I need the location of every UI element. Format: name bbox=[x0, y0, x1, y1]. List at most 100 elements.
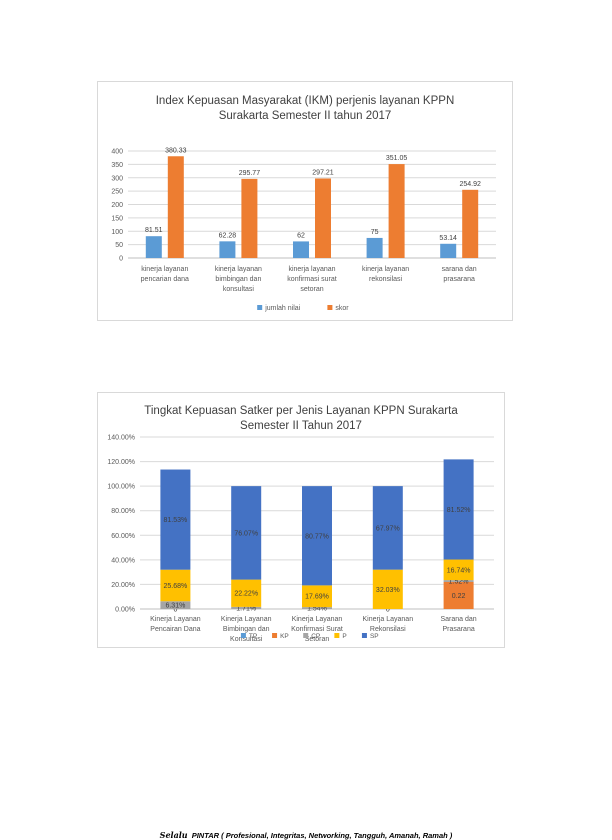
bar-SP bbox=[372, 486, 403, 570]
x-tick-label: Pencairan Dana bbox=[150, 626, 200, 633]
satker-chart-plot: 0.00% 20.00% 40.00% 60.00% 80.00% 100.00% 120.… bbox=[107, 435, 494, 643]
bar-CP bbox=[302, 607, 332, 609]
x-tick-label: Kinerja Layanan bbox=[150, 616, 201, 623]
x-tick-label: Kinerja Layanan bbox=[363, 616, 414, 623]
data-label: 81.53% bbox=[164, 517, 188, 524]
y-tick-label: 20.00% bbox=[111, 582, 135, 589]
x-tick-label: Setoran bbox=[305, 636, 330, 643]
x-tick-label: konfirmasi surat bbox=[287, 276, 336, 283]
legend-label: SP bbox=[370, 633, 379, 640]
y-tick-label: 150 bbox=[111, 215, 123, 222]
y-tick-label: 300 bbox=[111, 175, 123, 182]
data-label: 16.74% bbox=[447, 567, 471, 574]
y-tick-label: 60.00% bbox=[111, 533, 135, 540]
y-tick-label: 0 bbox=[119, 256, 123, 263]
data-label: 62 bbox=[297, 232, 305, 239]
data-label: 351.05 bbox=[386, 155, 408, 162]
ikm-chart-plot: 0 50 100 150 200 250 300 350 400 81.51 62.28 62 75 53… bbox=[111, 147, 496, 312]
data-label: 67.97% bbox=[376, 525, 400, 532]
data-label: 1.52% bbox=[449, 579, 469, 586]
y-tick-label: 120.00% bbox=[107, 459, 135, 466]
data-label: 32.03% bbox=[376, 587, 400, 594]
bar-skor bbox=[315, 178, 331, 258]
bar-SP bbox=[302, 486, 332, 586]
bar-CP bbox=[231, 606, 262, 609]
bar-CP bbox=[443, 580, 474, 582]
legend-label: TP bbox=[249, 633, 257, 640]
y-tick-label: 0.00% bbox=[115, 607, 135, 614]
x-tick-label: Konsultasi bbox=[230, 636, 263, 643]
bar-SP bbox=[231, 486, 262, 580]
x-tick-label: rekonsilasi bbox=[369, 276, 403, 283]
footer-motto: Selalu PINTAR ( Profesional, Integritas,… bbox=[0, 830, 612, 840]
bar-jumlah-nilai bbox=[219, 241, 236, 258]
legend-swatch bbox=[240, 633, 246, 638]
data-label: 6.31% bbox=[165, 603, 185, 610]
y-tick-label: 140.00% bbox=[107, 435, 135, 442]
bar-jumlah-nilai bbox=[440, 243, 457, 258]
x-tick-label: prasarana bbox=[443, 276, 475, 283]
x-tick-label: Rekonsilasi bbox=[370, 626, 406, 633]
data-label: 80.77% bbox=[305, 533, 329, 540]
y-tick-label: 100 bbox=[111, 229, 123, 236]
footer-text: PINTAR ( Profesional, Integritas, Networ… bbox=[191, 831, 453, 840]
x-tick-label: setoran bbox=[300, 286, 323, 293]
footer-brand: Selalu bbox=[159, 830, 188, 840]
x-tick-label: kinerja layanan bbox=[362, 266, 409, 273]
legend-label: jumlah nilai bbox=[264, 305, 300, 312]
bar-skor bbox=[167, 156, 184, 258]
x-tick-label: bimbingan dan bbox=[215, 276, 261, 283]
bar-P bbox=[160, 569, 191, 602]
data-label: 81.51 bbox=[145, 227, 163, 234]
data-label: 254.92 bbox=[459, 181, 481, 188]
data-label: 0 bbox=[173, 607, 177, 614]
satker-chart: Tingkat Kepuasan Satker per Jenis Layana… bbox=[97, 392, 505, 648]
legend-swatch bbox=[257, 305, 263, 310]
y-tick-label: 400 bbox=[111, 149, 123, 156]
legend-label: KP bbox=[280, 633, 289, 640]
data-label: 1.71% bbox=[236, 605, 256, 612]
bar-jumlah-nilai bbox=[366, 237, 383, 258]
data-label: 1.54% bbox=[307, 606, 327, 613]
legend-label: CP bbox=[311, 633, 320, 640]
legend-swatch bbox=[272, 633, 278, 638]
data-label: 25.68% bbox=[164, 583, 188, 590]
x-tick-label: Bimbingan dan bbox=[223, 626, 270, 633]
data-label: 295.77 bbox=[239, 170, 261, 177]
data-label: 0.22 bbox=[452, 593, 466, 600]
bar-jumlah-nilai bbox=[293, 241, 309, 258]
x-tick-label: konsultasi bbox=[223, 286, 255, 293]
bar-SP bbox=[443, 459, 474, 560]
satker-chart-title: Tingkat Kepuasan Satker per Jenis Layana… bbox=[144, 405, 458, 432]
x-tick-label: pencarian dana bbox=[141, 276, 189, 283]
data-label: 0 bbox=[386, 607, 390, 614]
legend-label: skor bbox=[335, 305, 349, 312]
ikm-chart: Index Kepuasan Masyarakat (IKM) perjenis… bbox=[97, 81, 513, 321]
bar-P bbox=[302, 585, 332, 608]
bar-skor bbox=[241, 178, 258, 258]
bar-P bbox=[443, 559, 474, 581]
y-tick-label: 40.00% bbox=[111, 557, 135, 564]
x-tick-label: kinerja layanan bbox=[141, 266, 188, 273]
data-label: 380.33 bbox=[165, 147, 187, 154]
x-tick-label: Prasarana bbox=[442, 626, 474, 633]
data-label: 17.69% bbox=[305, 594, 329, 601]
x-tick-label: Sarana dan bbox=[440, 616, 476, 623]
y-tick-label: 80.00% bbox=[111, 508, 135, 515]
legend-swatch bbox=[334, 633, 340, 638]
y-tick-label: 50 bbox=[115, 242, 123, 249]
bar-KP bbox=[443, 581, 474, 609]
bar-P bbox=[372, 569, 403, 609]
data-label: 75 bbox=[371, 229, 379, 236]
bar-P bbox=[231, 579, 262, 607]
data-label: 22.22% bbox=[234, 591, 258, 598]
bar-CP bbox=[160, 601, 191, 609]
bar-skor bbox=[388, 164, 405, 258]
x-tick-label: Kinerja Layanan bbox=[221, 616, 272, 623]
bar-jumlah-nilai bbox=[145, 236, 162, 258]
data-label: 62.28 bbox=[219, 232, 237, 239]
data-label: 76.07% bbox=[234, 530, 258, 537]
x-tick-label: kinerja layanan bbox=[288, 266, 335, 273]
y-tick-label: 350 bbox=[111, 162, 123, 169]
y-tick-label: 200 bbox=[111, 202, 123, 209]
